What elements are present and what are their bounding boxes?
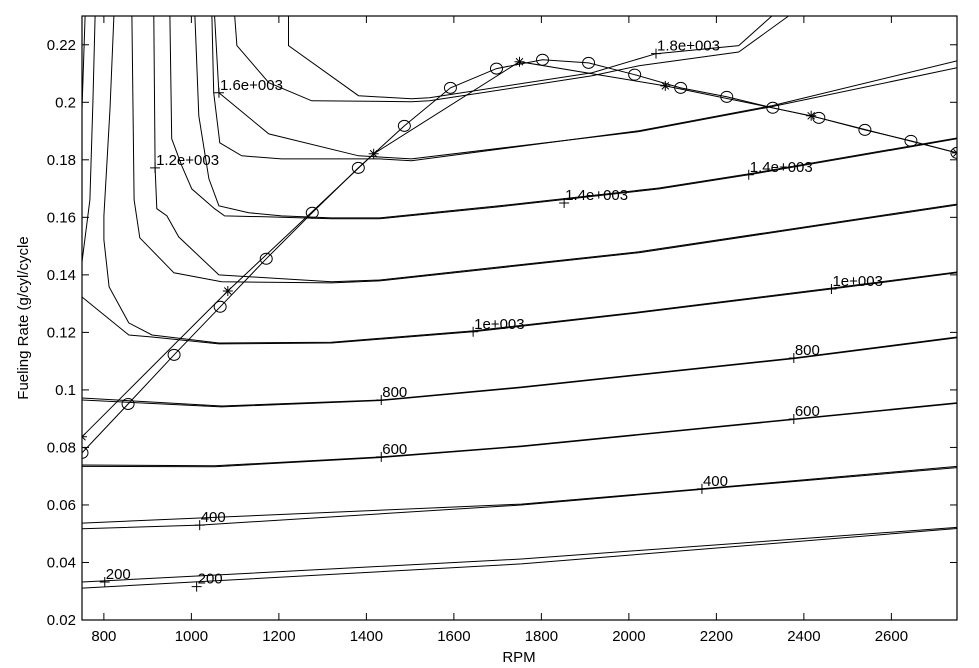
contour-line-1000 (82, 272, 957, 345)
contour-line-1600 (214, 16, 957, 160)
contour-label-marker (788, 352, 799, 363)
circle-marker (397, 119, 411, 132)
contour-label-marker (651, 48, 661, 59)
x-tick-label: 2200 (700, 628, 733, 645)
contour-label-marker (99, 577, 110, 588)
contour-label-marker (191, 581, 202, 592)
contour-line-400 (82, 467, 957, 530)
data-series (82, 53, 957, 459)
contour-line-600 (82, 402, 957, 468)
contour-label: 200 (198, 571, 223, 588)
contour-label: 400 (703, 473, 728, 490)
y-tick-label: 0.06 (47, 497, 76, 514)
contour-line-200 (82, 526, 957, 583)
contour-labels: 200 200 400 400 600 600 800 800 1e+003 1e+003 1.2e… (99, 38, 883, 592)
contour-lines (82, 16, 957, 589)
circle-marker (167, 348, 181, 361)
circle-marker (121, 397, 135, 410)
contour-line-800 (82, 336, 957, 407)
circle-marker (582, 56, 596, 69)
contour-label-marker (150, 162, 161, 173)
contour-label-marker (376, 394, 387, 405)
circle-marker (904, 134, 918, 147)
star-marker (806, 110, 817, 121)
contour-label: 800 (382, 384, 407, 401)
contour-label: 1e+003 (474, 316, 524, 333)
contour-label-marker (376, 451, 387, 462)
contour-label: 600 (382, 441, 407, 458)
circle-marker (858, 123, 872, 136)
y-tick-label: 0.08 (47, 439, 76, 456)
y-tick-label: 0.14 (47, 267, 76, 284)
contour-line-1800 (234, 16, 789, 103)
contour-label: 1.6e+003 (220, 77, 283, 94)
star-marker (514, 56, 525, 67)
contour-label: 200 (106, 566, 131, 583)
contour-line-200 (82, 528, 957, 589)
x-tick-label: 800 (91, 628, 116, 645)
circle-marker (766, 101, 780, 114)
x-tick-label: 1600 (437, 628, 470, 645)
contour-label: 1e+003 (832, 273, 882, 290)
star-marker (222, 285, 233, 296)
contour-label-marker (559, 197, 570, 208)
axes: 800 1000 1200 1400 1600 1800 2000 2200 2400 2600 0… (47, 16, 957, 645)
contour-line-1600 (211, 16, 957, 162)
circle-marker (443, 81, 457, 94)
contour-label-marker (468, 326, 479, 337)
plot-frame (81, 15, 958, 621)
y-tick-label: 0.16 (47, 209, 76, 226)
circle-marker (351, 161, 365, 174)
star-marker (660, 80, 671, 91)
contour-label: 400 (201, 509, 226, 526)
x-tick-label: 1200 (262, 628, 295, 645)
circle-marker (950, 146, 957, 159)
contour-label: 1.4e+003 (565, 187, 628, 204)
contour-line-600 (82, 402, 957, 467)
contour-label-marker (696, 483, 707, 494)
circle-marker (628, 68, 642, 81)
contour-label: 1.4e+003 (750, 159, 813, 176)
contour-label: 1.2e+003 (156, 152, 219, 169)
circle-marker (305, 206, 319, 219)
contour-label: 1.8e+003 (657, 38, 720, 55)
contour-line-1000 (103, 16, 957, 344)
x-tick-label: 1400 (350, 628, 383, 645)
y-tick-label: 0.12 (47, 324, 76, 341)
contour-label-marker (743, 169, 754, 180)
circle-marker (489, 62, 503, 75)
contour-label-marker (788, 413, 799, 424)
contour-line-1400 (169, 16, 957, 220)
x-tick-label: 1000 (175, 628, 208, 645)
contour-line-1200 (131, 16, 957, 284)
x-axis-label: RPM (502, 649, 535, 666)
circle-marker (259, 252, 273, 265)
contour-line-unlabeled (82, 16, 96, 262)
y-tick-label: 0.2 (55, 94, 76, 111)
circle-marker (82, 446, 89, 459)
circle-marker (213, 300, 227, 313)
y-tick-label: 0.02 (47, 612, 76, 629)
contour-label-marker (213, 87, 224, 98)
y-tick-label: 0.1 (55, 382, 76, 399)
y-tick-label: 0.18 (47, 152, 76, 169)
x-tick-label: 2400 (787, 628, 820, 645)
star-marker (368, 148, 379, 159)
contour-label: 600 (795, 403, 820, 420)
y-axis-label: Fueling Rate (g/cyl/cycle (15, 236, 32, 399)
contour-label-marker (194, 520, 205, 531)
contour-line-1800 (288, 16, 773, 100)
y-tick-label: 0.04 (47, 554, 76, 571)
x-tick-label: 1800 (525, 628, 558, 645)
contour-line-1200 (153, 16, 957, 283)
contour-label: 800 (795, 342, 820, 359)
contour-line-400 (82, 465, 957, 524)
contour-label-marker (826, 283, 837, 294)
contour-line-800 (82, 337, 957, 408)
y-tick-label: 0.22 (47, 37, 76, 54)
x-tick-label: 2000 (612, 628, 645, 645)
x-tick-label: 2600 (875, 628, 908, 645)
